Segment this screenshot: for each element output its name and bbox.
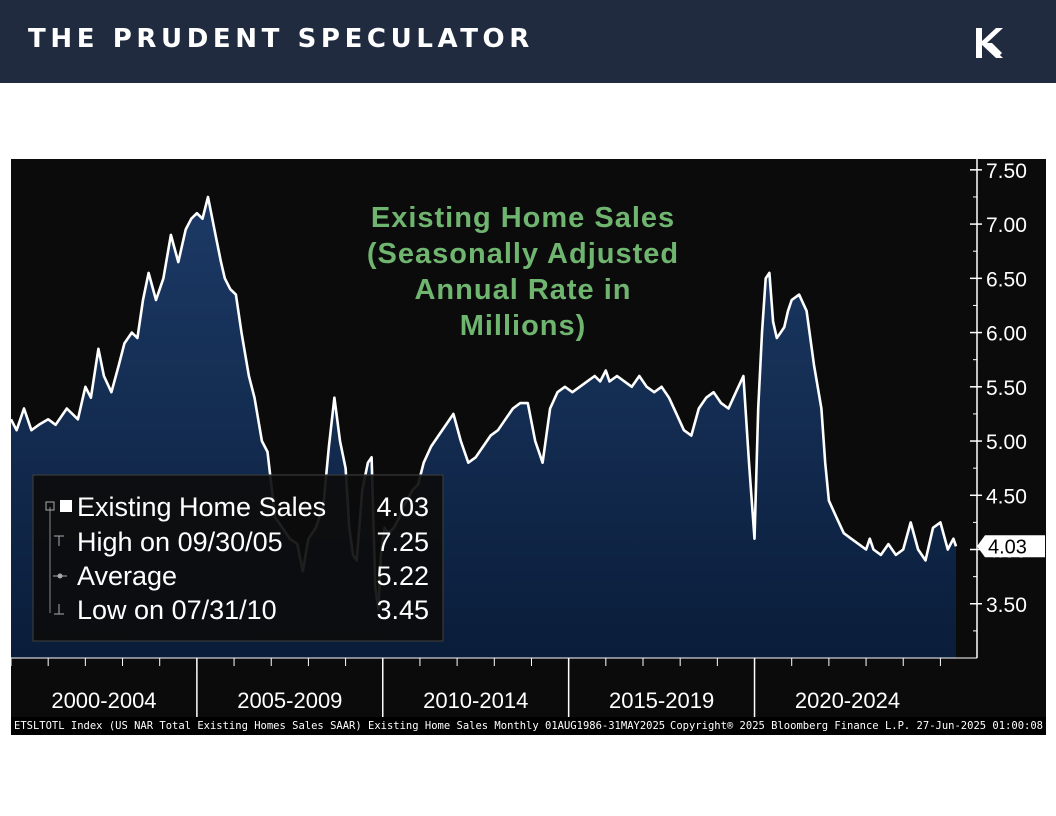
brand-header: THE PRUDENT SPECULATOR [0,0,1056,83]
existing-home-sales-chart: 7.507.006.506.005.505.004.504.003.504.03… [9,159,1046,717]
chart-footer: ETSLTOTL Index (US NAR Total Existing Ho… [11,717,1046,735]
last-value-tag [977,535,1045,558]
chart-title-line: Annual Rate in [414,274,631,306]
legend-entry-label: High on 09/30/05 [77,527,283,557]
x-period-label: 2005-2009 [237,688,342,713]
legend-entry-value: 7.25 [376,527,429,557]
y-tick-label: 7.50 [986,160,1027,183]
average-dot-icon [57,573,63,579]
chart-title-line: (Seasonally Adjusted [367,238,679,270]
series-line-existing-home-sales [9,195,958,611]
x-period-label: 2010-2014 [423,688,528,713]
footer-copyright: Copyright® 2025 Bloomberg Finance L.P. 2… [670,720,1043,732]
y-tick-label: 5.00 [986,431,1027,454]
filled-square-icon [60,500,72,512]
last-value-label: 4.03 [988,536,1027,558]
legend-entry-label: Average [77,561,177,591]
x-period-label: 2000-2004 [51,688,156,713]
y-tick-label: 6.50 [986,268,1027,291]
chart-title-line: Existing Home Sales [371,202,675,234]
legend-entry-label: Low on 07/31/10 [77,595,277,625]
legend-box [32,474,444,642]
legend-collapse-box [45,501,55,511]
y-tick-label: 5.50 [986,377,1027,400]
legend-entry-value: 5.22 [376,561,429,591]
x-period-label: 2015-2019 [609,688,714,713]
legend-entry-label: Existing Home Sales [77,492,326,522]
brand-name: THE PRUDENT SPECULATOR [28,24,534,54]
chart-title-line: Millions) [460,310,587,342]
y-tick-label: 6.00 [986,323,1027,346]
tps-monogram-icon [976,28,1003,58]
legend-entry-value: 3.45 [376,595,429,625]
y-tick-label: 4.50 [986,485,1027,508]
chart-panel: 7.507.006.506.005.505.004.504.003.504.03… [9,159,1046,735]
legend-entry-value: 4.03 [376,492,429,522]
y-tick-label: 3.50 [986,594,1027,617]
footer-source: ETSLTOTL Index (US NAR Total Existing Ho… [14,720,666,732]
x-period-label: 2020-2024 [795,688,900,713]
y-tick-label: 7.00 [986,214,1027,237]
